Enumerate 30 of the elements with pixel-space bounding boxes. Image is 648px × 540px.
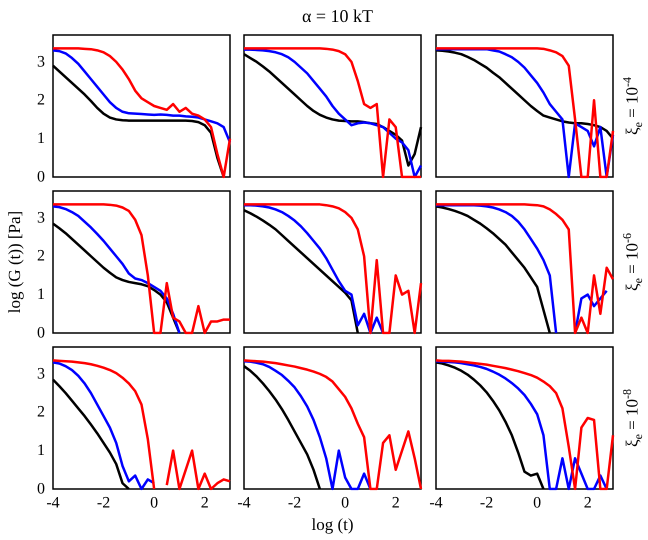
line-series	[52, 47, 232, 178]
y-tick-label: 0	[37, 324, 45, 342]
x-tick-label: -4	[429, 494, 443, 512]
x-tick-label: 0	[341, 494, 350, 512]
x-tick-label: -2	[96, 494, 110, 512]
x-tick-label: -2	[480, 494, 494, 512]
x-tick-label: -2	[288, 494, 302, 512]
y-tick-label: 2	[37, 248, 45, 265]
x-tick-label: 2	[392, 494, 400, 512]
y-tick-label: 2	[37, 92, 45, 109]
x-axis-title: log (t)	[311, 514, 354, 534]
y-tick-label: 1	[37, 286, 45, 304]
x-tick-label: 2	[584, 494, 592, 512]
y-tick-label: 3	[37, 365, 45, 382]
y-tick-label: 1	[37, 442, 45, 460]
y-tick-label: 3	[37, 53, 45, 70]
x-tick-label: -4	[46, 494, 60, 512]
line-series	[52, 203, 232, 334]
y-tick-label: 2	[37, 404, 45, 421]
y-tick-label: 3	[37, 209, 45, 226]
line-series	[52, 49, 232, 144]
x-tick-label: 0	[150, 494, 158, 512]
y-tick-label: 1	[37, 130, 45, 148]
x-tick-label: -4	[237, 494, 251, 512]
y-tick-label: 0	[37, 480, 45, 498]
x-tick-label: 2	[200, 494, 209, 512]
y-axis-title: log (G (t)) [Pa]	[5, 210, 24, 314]
chart-title: α = 10 kT	[302, 6, 374, 26]
x-tick-label: 0	[533, 494, 542, 512]
y-tick-label: 0	[37, 168, 45, 186]
